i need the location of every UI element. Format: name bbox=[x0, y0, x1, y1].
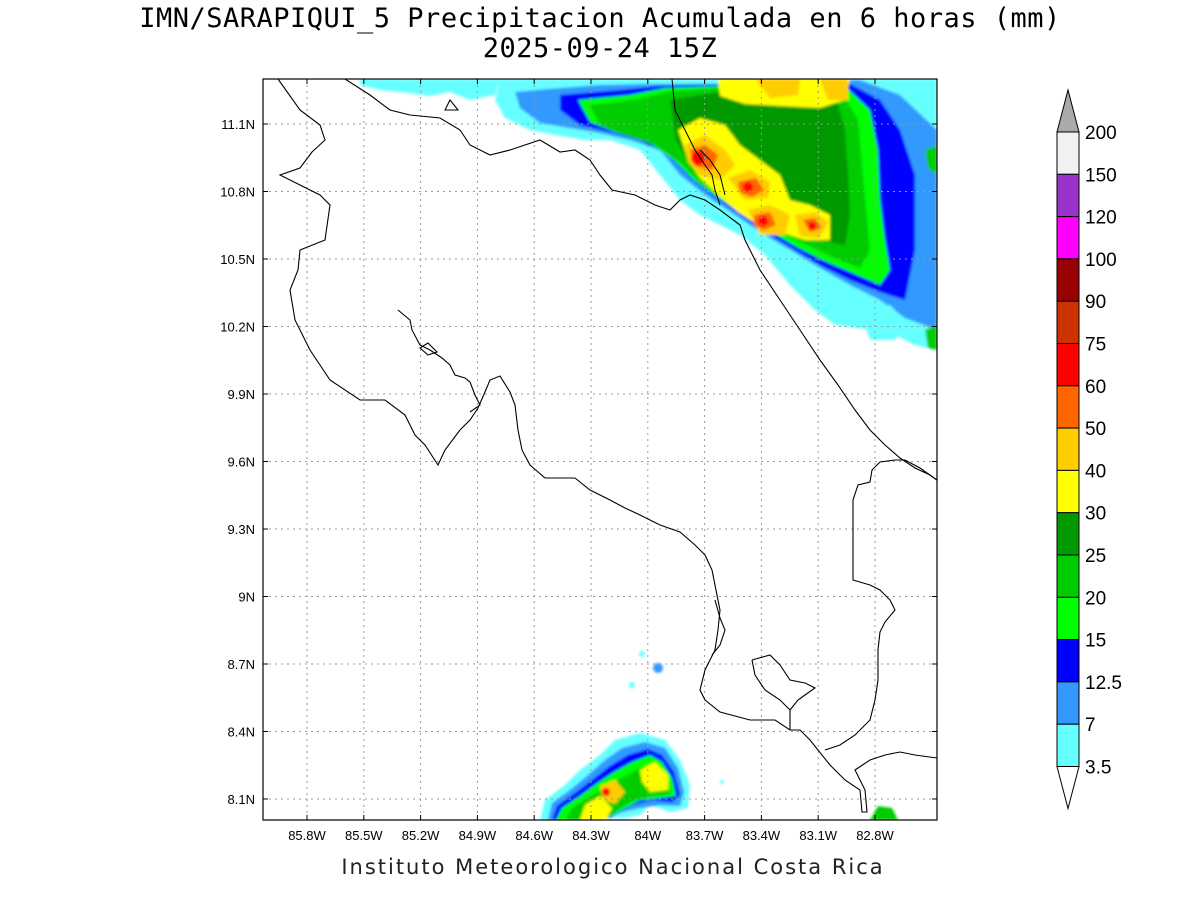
colorbar-label: 200 bbox=[1085, 123, 1117, 144]
colorbar-label: 30 bbox=[1085, 504, 1106, 525]
colorbar-swatch bbox=[1056, 723, 1080, 768]
map-valid-time: 2025-09-24 15Z bbox=[482, 33, 718, 64]
lon-tick-label: 84W bbox=[634, 828, 661, 843]
colorbar-label: 50 bbox=[1085, 419, 1106, 440]
lat-tick-label: 10.8N bbox=[220, 185, 255, 200]
lon-tick-label: 84.3W bbox=[572, 828, 610, 843]
longitude-labels: 85.8W 85.5W 85.2W 84.9W 84.6W 84.3W 84W 83.7W 83… bbox=[288, 79, 895, 843]
colorbar-swatch bbox=[1056, 596, 1080, 641]
colorbar-under-arrow bbox=[1056, 766, 1080, 811]
lat-tick-label: 9N bbox=[238, 590, 255, 605]
lon-tick-label: 85.8W bbox=[288, 828, 326, 843]
colorbar-label: 15 bbox=[1085, 631, 1106, 652]
lat-tick-label: 8.7N bbox=[228, 657, 255, 672]
colorbar-label: 100 bbox=[1085, 250, 1117, 271]
lon-tick-label: 82.8W bbox=[856, 828, 894, 843]
colorbar-label: 20 bbox=[1085, 588, 1106, 609]
colorbar-swatch bbox=[1056, 385, 1080, 429]
lat-tick-label: 11.1N bbox=[221, 117, 255, 132]
colorbar-label: 150 bbox=[1085, 165, 1117, 186]
lon-tick-label: 85.5W bbox=[345, 828, 383, 843]
colorbar-swatch bbox=[1056, 427, 1080, 471]
colorbar-swatch bbox=[1056, 300, 1080, 345]
lat-tick-label: 9.9N bbox=[228, 387, 255, 402]
lon-tick-label: 85.2W bbox=[402, 828, 440, 843]
river-border bbox=[671, 79, 726, 206]
lon-tick-label: 84.9W bbox=[459, 828, 497, 843]
lat-tick-label: 9.3N bbox=[228, 522, 255, 537]
lon-tick-label: 84.6W bbox=[515, 828, 553, 843]
lat-tick-label: 8.4N bbox=[228, 725, 255, 740]
colorbar-swatch bbox=[1056, 173, 1080, 218]
colorbar-swatch bbox=[1056, 258, 1080, 302]
colorbar-swatch bbox=[1056, 639, 1080, 683]
colorbar-swatch bbox=[1056, 512, 1080, 556]
lon-tick-label: 83.7W bbox=[686, 828, 724, 843]
lat-tick-label: 10.5N bbox=[220, 252, 255, 267]
graticule bbox=[263, 79, 937, 820]
colorbar-label: 120 bbox=[1085, 208, 1117, 229]
credit-footer: Instituto Meteorologico Nacional Costa R… bbox=[341, 855, 885, 879]
colorbar-label: 25 bbox=[1085, 546, 1106, 567]
colorbar-label: 60 bbox=[1085, 377, 1106, 398]
lon-tick-label: 83.4W bbox=[743, 828, 781, 843]
precip-field-south bbox=[540, 651, 898, 820]
colorbar-swatch bbox=[1056, 343, 1080, 387]
colorbar-legend: 200 150 120 100 90 75 60 50 40 30 25 20 15 12.5 7 3.5 bbox=[1056, 88, 1122, 811]
colorbar-label: 7 bbox=[1085, 715, 1096, 736]
lon-tick-label: 83.1W bbox=[799, 828, 837, 843]
colorbar-over-arrow bbox=[1056, 88, 1080, 133]
lat-tick-label: 9.6N bbox=[228, 455, 255, 470]
colorbar-label: 12.5 bbox=[1085, 673, 1122, 694]
coastline bbox=[277, 79, 937, 813]
colorbar-swatch bbox=[1056, 681, 1080, 725]
latitude-labels: 11.1N 10.8N 10.5N 10.2N 9.9N 9.6N 9.3N 9N 8.7N 8.… bbox=[220, 117, 937, 807]
colorbar-label: 75 bbox=[1085, 335, 1106, 356]
colorbar-swatch bbox=[1056, 216, 1080, 260]
lat-tick-label: 8.1N bbox=[228, 792, 255, 807]
colorbar-label: 90 bbox=[1085, 292, 1106, 313]
colorbar-swatch bbox=[1056, 469, 1080, 514]
lat-tick-label: 10.2N bbox=[220, 320, 255, 335]
colorbar-swatch bbox=[1056, 554, 1080, 598]
colorbar-label: 3.5 bbox=[1085, 758, 1111, 779]
map-title: IMN/SARAPIQUI_5 Precipitacion Acumulada … bbox=[139, 3, 1061, 34]
colorbar-label: 40 bbox=[1085, 461, 1106, 482]
colorbar-swatch bbox=[1056, 131, 1080, 175]
